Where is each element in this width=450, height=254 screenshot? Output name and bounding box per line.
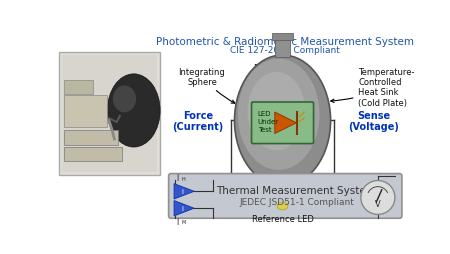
Text: Photometric & Radiometric Measurement System: Photometric & Radiometric Measurement Sy…	[156, 37, 414, 46]
FancyBboxPatch shape	[59, 53, 160, 176]
Text: Temperature-
Controlled
Heat Sink
(Cold Plate): Temperature- Controlled Heat Sink (Cold …	[331, 67, 415, 107]
Text: JEDEC JSD51-1 Compliant: JEDEC JSD51-1 Compliant	[239, 197, 354, 206]
Text: M: M	[182, 219, 186, 224]
FancyBboxPatch shape	[63, 56, 157, 172]
Text: Reference LED: Reference LED	[252, 214, 314, 223]
Text: i: i	[181, 188, 184, 195]
Polygon shape	[275, 113, 297, 134]
Text: Integrating
Sphere: Integrating Sphere	[179, 67, 235, 104]
FancyBboxPatch shape	[169, 174, 402, 218]
Text: V: V	[375, 199, 381, 208]
Text: LED
Under
Test: LED Under Test	[258, 110, 279, 132]
Ellipse shape	[113, 86, 136, 113]
Text: Sense
(Voltage): Sense (Voltage)	[349, 110, 400, 132]
Ellipse shape	[248, 73, 305, 151]
Text: i: i	[181, 205, 184, 211]
FancyBboxPatch shape	[64, 80, 94, 94]
FancyBboxPatch shape	[275, 185, 290, 204]
FancyBboxPatch shape	[273, 34, 292, 40]
Ellipse shape	[238, 59, 320, 170]
Text: I: I	[176, 173, 179, 182]
FancyBboxPatch shape	[64, 148, 122, 162]
FancyBboxPatch shape	[275, 39, 290, 57]
FancyBboxPatch shape	[252, 103, 314, 144]
Polygon shape	[174, 184, 194, 199]
FancyBboxPatch shape	[64, 96, 107, 128]
Polygon shape	[174, 201, 194, 216]
Text: H: H	[182, 176, 185, 181]
Text: Thermal Measurement System: Thermal Measurement System	[216, 185, 377, 195]
Ellipse shape	[108, 75, 160, 147]
Ellipse shape	[277, 202, 288, 210]
Ellipse shape	[234, 56, 331, 186]
Text: I: I	[176, 218, 179, 227]
Circle shape	[361, 181, 395, 215]
Text: Force
(Current): Force (Current)	[172, 110, 224, 132]
Text: Detector: Detector	[253, 43, 290, 73]
Text: CIE 127-2007 Compliant: CIE 127-2007 Compliant	[230, 46, 340, 55]
FancyBboxPatch shape	[64, 130, 118, 146]
